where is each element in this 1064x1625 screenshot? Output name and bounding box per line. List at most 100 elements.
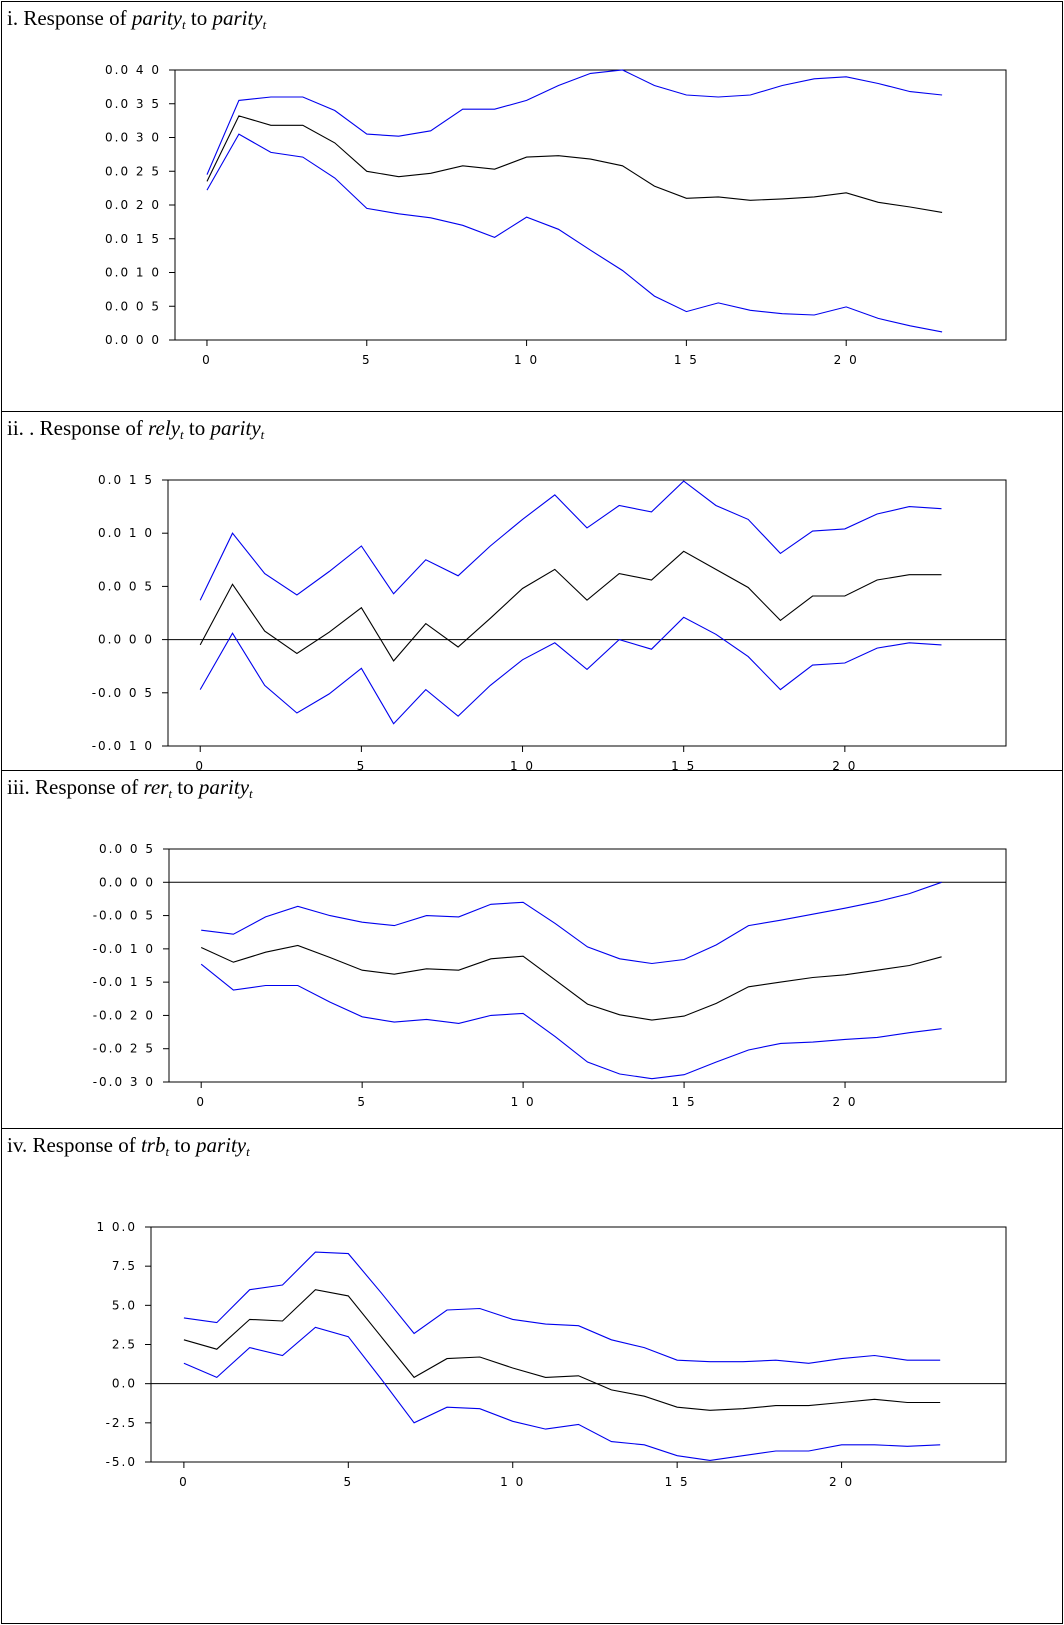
x-tick-label: 5 [343, 1475, 353, 1489]
caption-shock: parity [210, 416, 261, 440]
caption-var-sub: t [180, 427, 184, 442]
y-tick-label: 0.0 0 5 [99, 842, 155, 856]
x-tick-label: 0 [195, 759, 205, 773]
caption-prefix: i. Response of [7, 6, 132, 30]
caption-shock-sub: t [260, 427, 265, 442]
y-tick-label: 0.0 0 0 [98, 633, 154, 647]
caption-shock-sub: t [249, 786, 253, 801]
x-tick-label: 5 [357, 759, 367, 773]
caption-shock-sub: t [262, 17, 267, 32]
y-tick-label: 0.0 2 0 [105, 198, 161, 212]
caption-var: parity [131, 6, 182, 30]
x-tick-label: 1 0 [514, 353, 539, 367]
y-tick-label: 7.5 [112, 1259, 137, 1273]
caption-shock-sub: t [246, 1144, 250, 1159]
panel-1-caption: i. Response of parityt to parityt [7, 6, 266, 31]
y-tick-label: 1 0.0 [96, 1220, 137, 1234]
y-tick-label: 0.0 1 5 [98, 473, 154, 487]
y-tick-label: 0.0 4 0 [105, 63, 161, 77]
caption-mid: to [169, 1133, 196, 1157]
upper-band-line [183, 1251, 941, 1364]
upper-band-line [201, 881, 942, 965]
response-line [199, 550, 942, 662]
panel-4-chart: -5.0 -2.5 0.0 2.5 5.0 7.5 1 0.0 0 5 1 0 1 5 2 0 [96, 1220, 1007, 1489]
caption-prefix: iv. Response of [7, 1133, 141, 1157]
x-tick-label: 1 5 [674, 353, 699, 367]
y-tick-label: -0.0 1 0 [93, 942, 155, 956]
y-tick-label: -5.0 [106, 1455, 137, 1469]
caption-var: trb [140, 1133, 166, 1157]
y-tick-label: 5.0 [112, 1298, 137, 1312]
y-tick-label: -0.0 2 5 [93, 1042, 155, 1056]
y-tick-label: 0.0 0 5 [105, 299, 161, 313]
upper-band-line [199, 480, 942, 601]
caption-shock: parity [212, 6, 263, 30]
x-tick-label: 5 [357, 1095, 367, 1109]
y-tick-label: 0.0 0 0 [99, 875, 155, 889]
y-tick-label: 0.0 3 0 [105, 131, 161, 145]
plot-area [150, 1226, 1007, 1463]
y-tick-label: -2.5 [106, 1416, 137, 1430]
panel-2-caption: ii. . Response of relyt to parityt [7, 416, 264, 441]
plot-area [174, 69, 1007, 341]
panel-3-chart: -0.0 3 0 -0.0 2 5 -0.0 2 0 -0.0 1 5 -0.0 1 0… [93, 842, 1007, 1109]
x-tick-label: 0 [179, 1475, 189, 1489]
y-tick-label: 0.0 1 0 [98, 526, 154, 540]
caption-shock: parity [198, 775, 250, 799]
y-tick-label: 0.0 1 0 [105, 266, 161, 280]
y-tick-label: 0.0 3 5 [105, 97, 161, 111]
response-line [206, 115, 943, 213]
upper-band-line [206, 69, 943, 175]
caption-var-sub: t [165, 1144, 170, 1159]
y-tick-label: -0.0 0 5 [93, 909, 155, 923]
x-tick-label: 1 0 [511, 1095, 536, 1109]
x-tick-label: 0 [196, 1095, 206, 1109]
x-tick-label: 1 0 [500, 1475, 525, 1489]
caption-var: rely [148, 416, 181, 440]
lower-band-line [183, 1326, 941, 1461]
plot-area [167, 479, 1007, 747]
x-tick-label: 2 0 [832, 759, 857, 773]
y-tick-label: 0.0 1 5 [105, 232, 161, 246]
lower-band-line [206, 133, 943, 333]
panel-3-caption: iii. Response of rert to parityt [7, 775, 253, 800]
x-tick-label: 0 [202, 353, 212, 367]
x-tick-label: 5 [362, 353, 372, 367]
y-tick-label: -0.0 0 5 [92, 686, 154, 700]
caption-mid: to [185, 6, 213, 30]
x-tick-label: 1 0 [510, 759, 535, 773]
response-line [200, 944, 942, 1021]
caption-var: rer [143, 775, 169, 799]
caption-var-sub: t [182, 17, 186, 32]
x-tick-label: 1 5 [672, 1095, 697, 1109]
y-tick-label: 0.0 0 5 [98, 579, 154, 593]
plot-area [168, 848, 1007, 1083]
y-tick-label: -0.0 2 0 [93, 1008, 155, 1022]
lower-band-line [200, 963, 942, 1080]
x-tick-label: 2 0 [834, 353, 859, 367]
y-tick-label: -0.0 1 5 [93, 975, 155, 989]
caption-prefix: iii. Response of [7, 775, 144, 799]
panel-1: i. Response of parityt to parityt 0.0 0 … [1, 1, 1063, 367]
caption-mid: to [172, 775, 199, 799]
y-tick-label: -0.0 1 0 [92, 739, 154, 753]
response-line [183, 1289, 941, 1411]
panel-2: ii. . Response of relyt to parityt -0.0 … [1, 411, 1063, 773]
x-tick-label: 1 5 [665, 1475, 690, 1489]
caption-prefix: ii. . Response of [7, 416, 149, 440]
lower-band-line [199, 616, 942, 725]
x-tick-label: 2 0 [832, 1095, 857, 1109]
y-tick-label: -0.0 3 0 [93, 1075, 155, 1089]
caption-var-sub: t [168, 786, 173, 801]
caption-shock: parity [195, 1133, 247, 1157]
y-tick-label: 0.0 [112, 1377, 137, 1391]
x-tick-label: 2 0 [829, 1475, 854, 1489]
panel-2-chart: -0.0 1 0 -0.0 0 5 0.0 0 0 0.0 0 5 0.0 1 0 0.0… [92, 473, 1007, 773]
caption-mid: to [183, 416, 211, 440]
y-tick-label: 0.0 0 0 [105, 333, 161, 347]
y-tick-label: 2.5 [112, 1338, 137, 1352]
panel-4: iv. Response of trbt to parityt -5.0 -2.5… [1, 1128, 1063, 1624]
panel-4-caption: iv. Response of trbt to parityt [7, 1133, 250, 1158]
panel-1-chart: 0.0 0 0 0.0 0 5 0.0 1 0 0.0 1 5 0.0 2 0 0.0 2… [105, 63, 1007, 367]
x-tick-label: 1 5 [671, 759, 696, 773]
